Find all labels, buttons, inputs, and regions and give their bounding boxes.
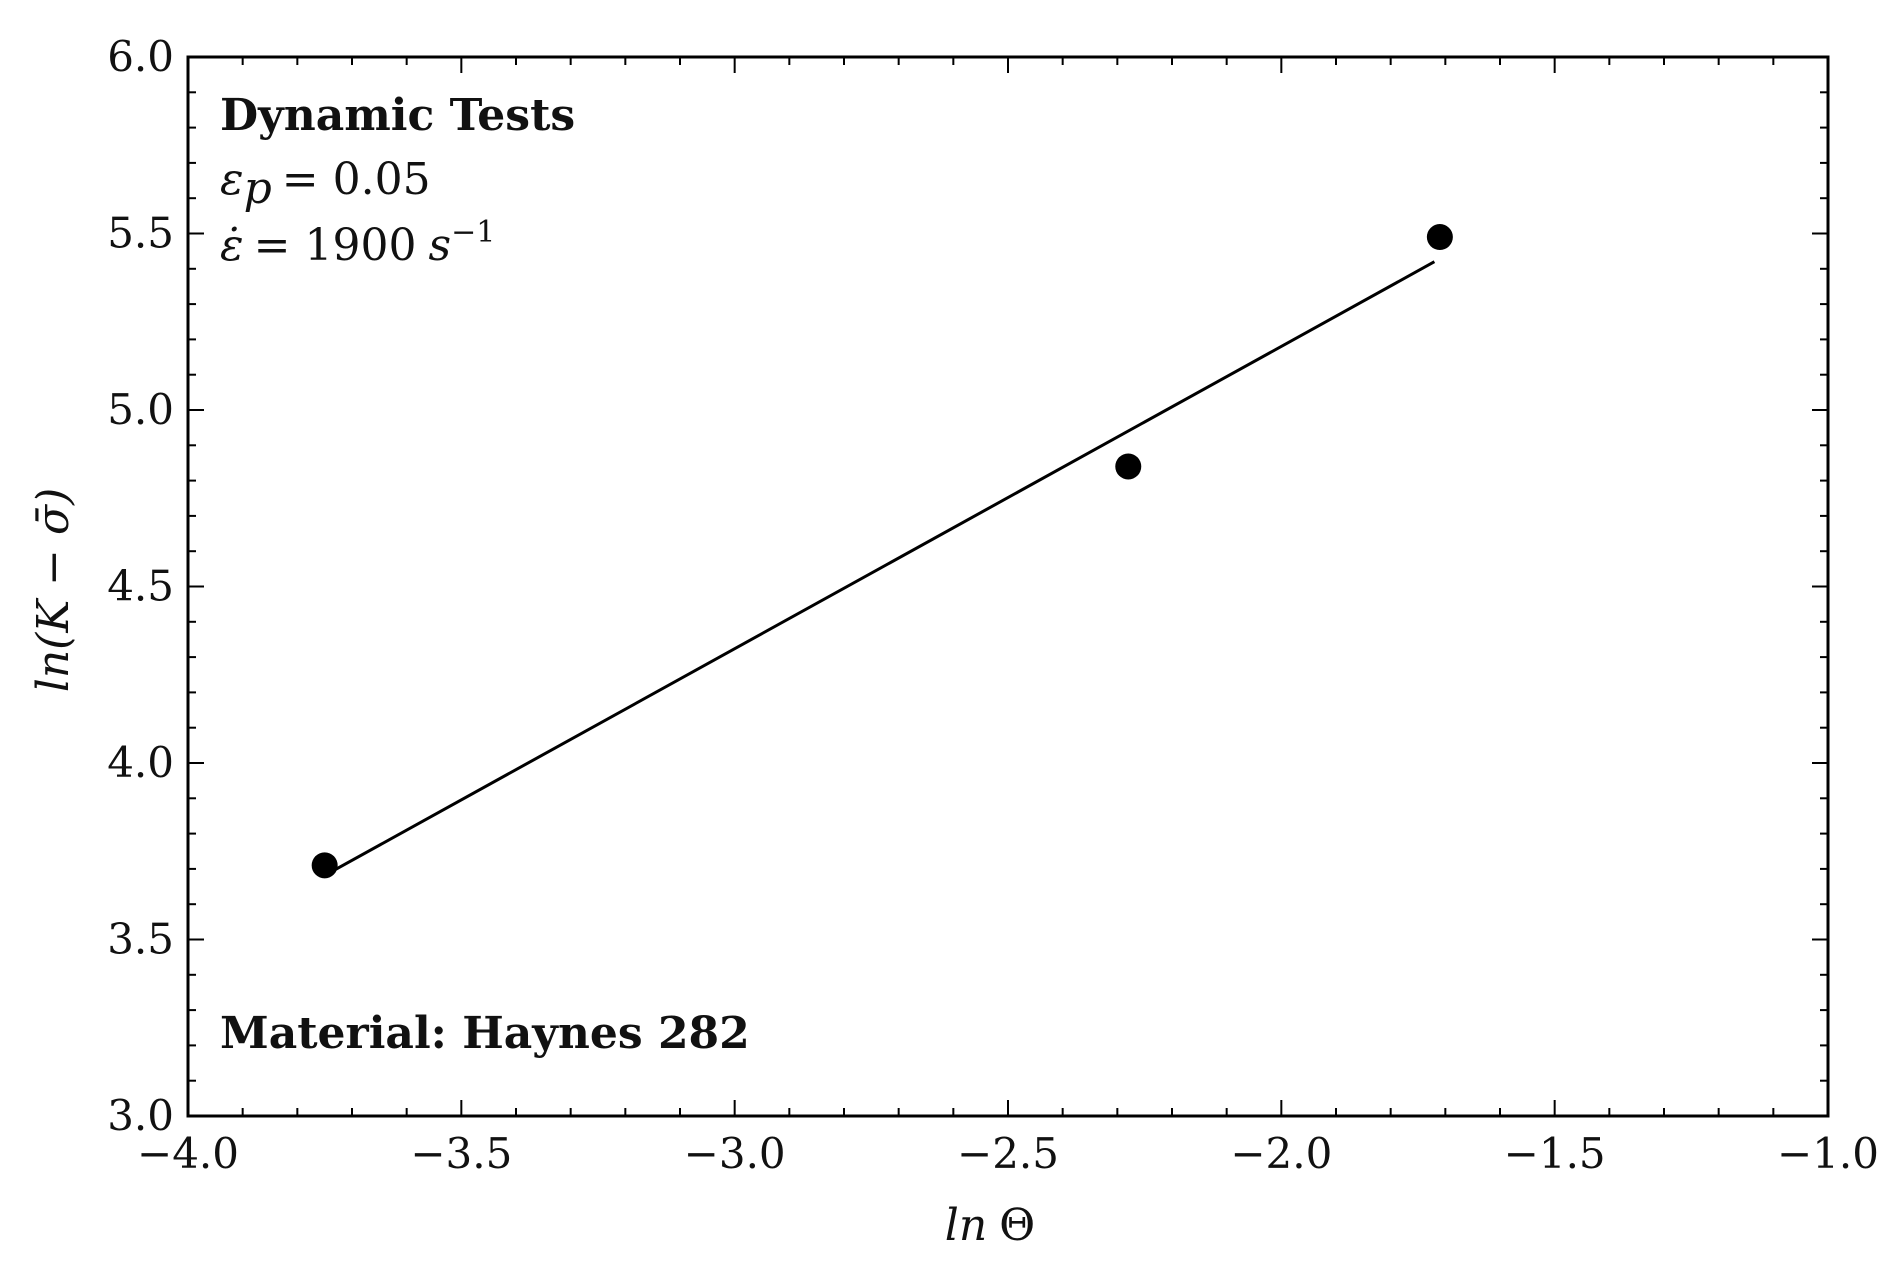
- y-tick-label: 6.0: [107, 32, 174, 81]
- strain-rate-exponent: −1: [451, 215, 495, 250]
- annotation-plastic-strain: εp = 0.05: [220, 154, 431, 214]
- x-tick-label: −2.5: [957, 1129, 1059, 1178]
- plastic-strain-value: = 0.05: [282, 154, 431, 205]
- x-tick-label: −2.0: [1230, 1129, 1332, 1178]
- y-tick-label: 3.5: [107, 915, 174, 964]
- annotation-title: Dynamic Tests: [220, 90, 575, 141]
- strain-rate-unit: s: [428, 220, 451, 271]
- y-tick-label: 4.5: [107, 562, 174, 611]
- x-tick-label: −4.0: [137, 1129, 239, 1178]
- x-axis-title-symbol: Θ: [999, 1200, 1035, 1251]
- data-point: [311, 852, 338, 879]
- fit-line: [329, 260, 1436, 874]
- data-series: [311, 224, 1453, 879]
- x-tick-label: −3.5: [410, 1129, 512, 1178]
- x-axis-title: ln Θ: [945, 1200, 1036, 1251]
- y-tick-label: 5.0: [107, 385, 174, 434]
- data-point: [1426, 224, 1453, 251]
- x-tick-label: −1.5: [1504, 1129, 1606, 1178]
- annotation-material: Material: Haynes 282: [220, 1008, 750, 1059]
- annotation-strain-rate: ε̇ = 1900 s−1: [220, 215, 495, 271]
- plastic-strain-subscript: p: [244, 163, 272, 214]
- x-axis-title-prefix: ln: [945, 1200, 987, 1251]
- data-point: [1115, 453, 1142, 480]
- axis-ticks: [187, 56, 1829, 1117]
- y-tick-label: 5.5: [107, 209, 174, 258]
- y-axis-title: ln(K − σ̄): [28, 488, 79, 693]
- strain-rate-symbol: ε̇: [220, 220, 244, 271]
- tick-labels: −4.0 −3.5 −3.0 −2.5 −2.0 −1.5 −1.0 3.0 3.5 4.0 4.5…: [107, 32, 1879, 1178]
- x-tick-label: −1.0: [1777, 1129, 1879, 1178]
- y-tick-label: 3.0: [107, 1091, 174, 1140]
- x-tick-label: −3.0: [684, 1129, 786, 1178]
- strain-rate-value: = 1900: [254, 220, 417, 271]
- y-tick-label: 4.0: [107, 738, 174, 787]
- plastic-strain-symbol: ε: [220, 154, 244, 205]
- plot-frame: [186, 55, 1830, 1118]
